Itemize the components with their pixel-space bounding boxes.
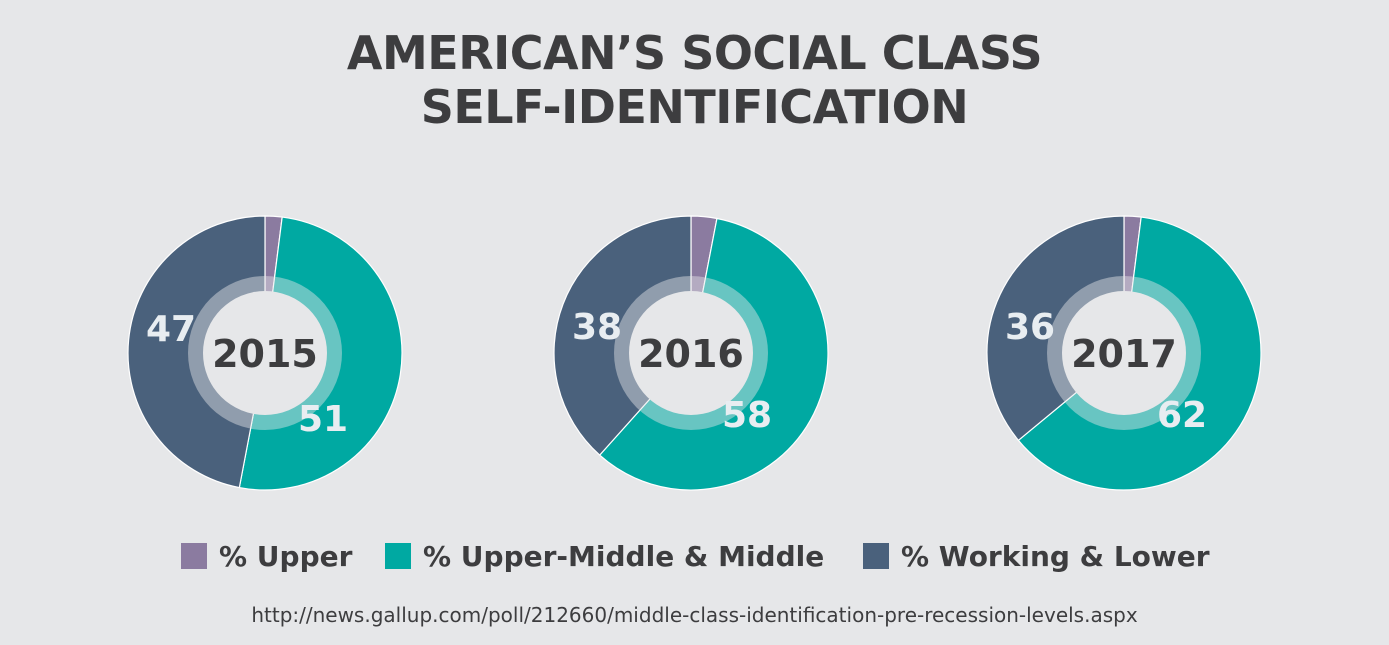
donut-chart-2016: 2016 58 38 [553, 215, 829, 491]
slice-label-middle-2015: 51 [298, 399, 348, 440]
center-label-2017: 2017 [1071, 332, 1177, 376]
slice-label-lower-2015: 47 [146, 309, 196, 350]
chart-title-line-1: AMERICAN’S SOCIAL CLASS [346, 26, 1043, 80]
donut-chart-2015: 2015 51 47 [127, 215, 403, 491]
donut-chart-2017: 2017 62 36 [986, 215, 1262, 491]
legend-label-middle: % Upper-Middle & Middle [423, 539, 825, 573]
center-hole-2016 [629, 291, 753, 415]
legend-item-middle: % Upper-Middle & Middle [385, 538, 824, 574]
slice-label-middle-2016: 58 [722, 395, 772, 436]
legend: % Upper % Upper-Middle & Middle % Workin… [0, 538, 1389, 574]
chart-title-line-2: SELF-IDENTIFICATION [420, 80, 969, 134]
slice-lower-2015 [127, 215, 266, 489]
legend-label-upper: % Upper [219, 539, 353, 573]
center-label-2015: 2015 [212, 332, 318, 376]
slice-label-lower-2017: 36 [1005, 307, 1055, 348]
legend-item-lower: % Working & Lower [863, 538, 1210, 574]
legend-item-upper: % Upper [181, 538, 352, 574]
center-hole-2017 [1062, 291, 1186, 415]
center-hole-2015 [203, 291, 327, 415]
legend-swatch-middle [385, 543, 411, 569]
slice-label-middle-2017: 62 [1157, 395, 1207, 436]
center-label-2016: 2016 [638, 332, 744, 376]
legend-swatch-upper [181, 543, 207, 569]
source-link[interactable]: http://news.gallup.com/poll/212660/middl… [251, 603, 1138, 627]
legend-label-lower: % Working & Lower [901, 539, 1210, 573]
slice-label-lower-2016: 38 [572, 307, 622, 348]
legend-swatch-lower [863, 543, 889, 569]
